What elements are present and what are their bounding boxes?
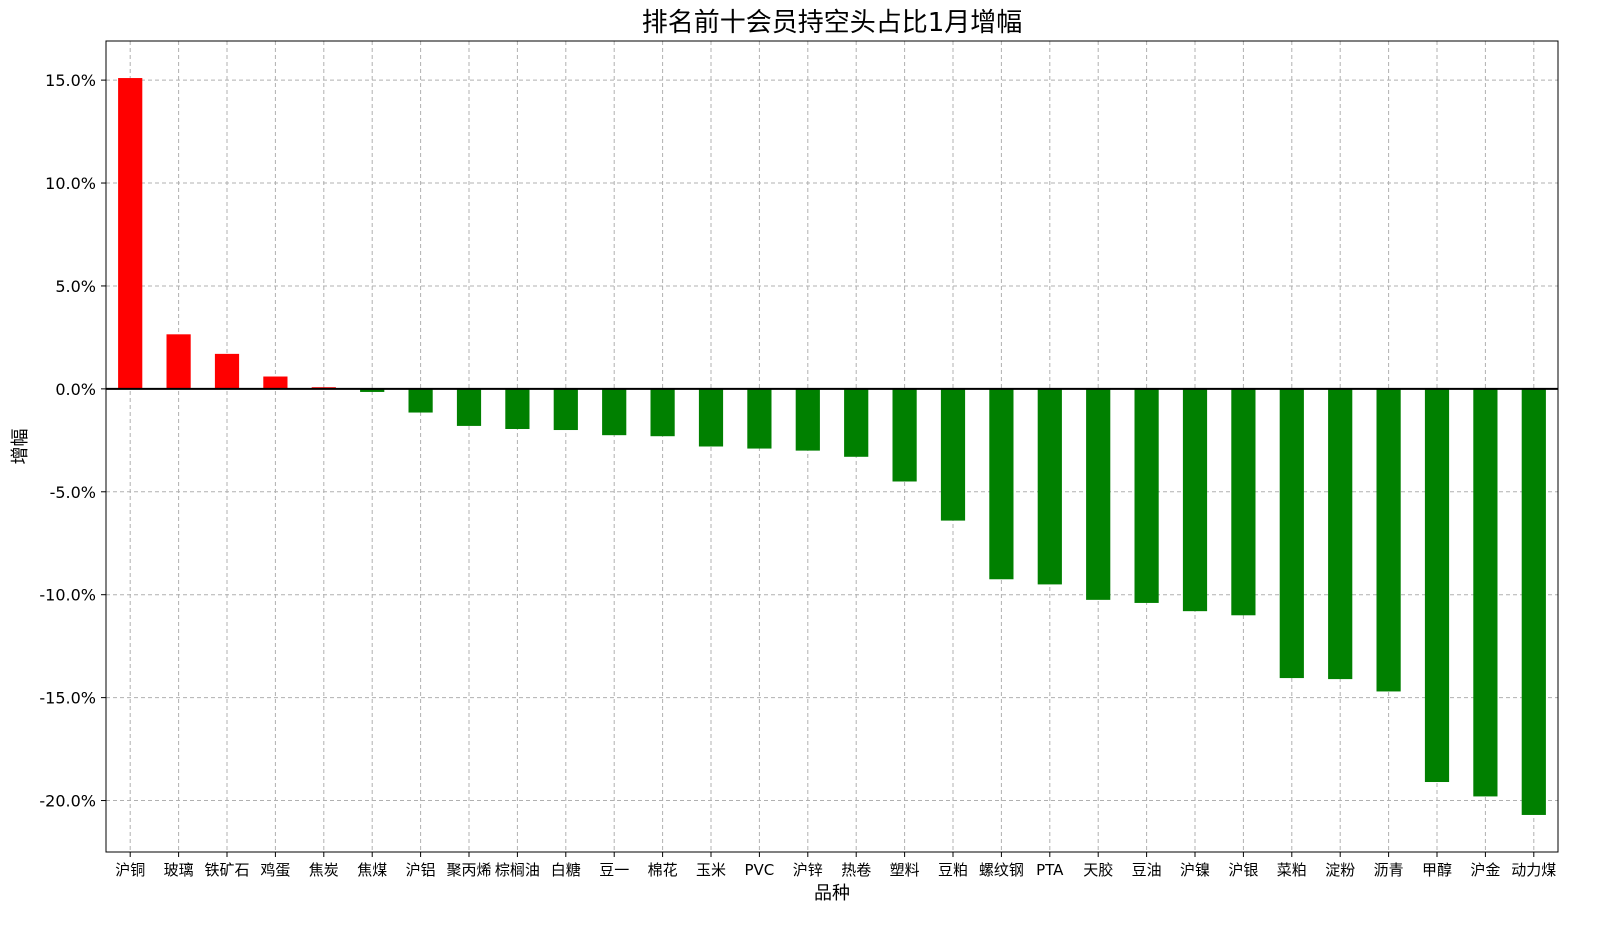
y-axis-label: 增幅 (10, 429, 31, 465)
x-tick-label: 沪锌 (793, 861, 823, 879)
x-tick-label: 玻璃 (164, 861, 194, 879)
bar-热卷 (844, 388, 869, 457)
bar-玉米 (698, 388, 724, 447)
bar-PTA (1037, 388, 1062, 585)
y-tick-label: 15.0% (45, 71, 96, 90)
x-tick-label: 淀粉 (1325, 861, 1355, 879)
x-tick-label: 焦煤 (357, 861, 387, 879)
bar-沥青 (1376, 388, 1401, 692)
x-tick-label: 沪金 (1470, 861, 1500, 879)
bar-豆粕 (940, 388, 966, 521)
x-tick-label: 热卷 (841, 861, 871, 879)
x-tick-label: 棉花 (648, 861, 678, 879)
bar-菜粕 (1279, 388, 1304, 679)
x-tick-label: 沪银 (1228, 861, 1258, 879)
x-tick-label: 玉米 (696, 861, 726, 879)
x-tick-label: PVC (745, 861, 775, 879)
x-tick-label: 动力煤 (1511, 861, 1556, 879)
x-tick-label: 棕榈油 (495, 861, 540, 879)
bar-聚丙烯 (456, 388, 482, 426)
bar-白糖 (553, 388, 578, 431)
x-tick-label: 沪铝 (406, 861, 436, 879)
chart-title: 排名前十会员持空头占比1月增幅 (642, 8, 1023, 38)
x-tick-label: 沥青 (1374, 861, 1404, 879)
axis-ticks: 15.0% 10.0% 5.0% 0.0% -5.0% -10.0% -15.0% -20.0… (39, 71, 1556, 879)
bars (118, 78, 1546, 815)
bar-棉花 (650, 388, 675, 437)
bar-沪银 (1231, 388, 1256, 616)
x-tick-label: 鸡蛋 (260, 861, 290, 879)
bar-沪铝 (408, 388, 433, 413)
bar-沪镍 (1182, 388, 1208, 612)
x-tick-label: 豆粕 (938, 861, 968, 879)
bar-甲醇 (1424, 388, 1450, 783)
x-tick-label: 甲醇 (1422, 861, 1452, 879)
x-tick-label: 螺纹钢 (979, 861, 1024, 879)
bar-玻璃 (166, 334, 191, 389)
bar-PVC (747, 388, 772, 449)
x-tick-label: 菜粕 (1277, 861, 1307, 879)
bar-沪金 (1473, 388, 1498, 797)
bar-沪铜 (118, 78, 143, 389)
y-tick-label: -5.0% (50, 483, 96, 502)
y-tick-label: 0.0% (55, 380, 96, 399)
y-tick-label: -20.0% (39, 792, 96, 811)
bar-焦煤 (360, 388, 385, 392)
x-tick-label: 天胶 (1083, 861, 1113, 879)
bar-铁矿石 (214, 353, 240, 389)
y-tick-label: -10.0% (39, 586, 96, 605)
y-tick-label: 10.0% (45, 174, 96, 193)
bar-鸡蛋 (263, 376, 288, 389)
bar-塑料 (892, 388, 917, 482)
x-axis-label: 品种 (814, 883, 850, 904)
plot-frame (105, 40, 1559, 853)
bar-动力煤 (1521, 388, 1546, 815)
x-tick-label: 塑料 (890, 861, 920, 879)
x-tick-label: 沪镍 (1180, 861, 1210, 879)
bar-天胶 (1086, 388, 1111, 600)
bar-沪锌 (795, 388, 820, 451)
x-tick-label: 豆油 (1132, 861, 1162, 879)
y-tick-label: 5.0% (55, 277, 96, 296)
x-tick-label: 沪铜 (115, 861, 145, 879)
x-tick-label: 豆一 (599, 861, 629, 879)
bar-淀粉 (1328, 388, 1353, 680)
x-tick-label: 白糖 (551, 861, 581, 879)
x-tick-label: 焦炭 (309, 861, 339, 879)
y-tick-label: -15.0% (39, 689, 96, 708)
bar-棕榈油 (505, 388, 530, 430)
x-tick-label: 铁矿石 (204, 861, 249, 879)
x-tick-label: 聚丙烯 (446, 861, 491, 879)
bar-螺纹钢 (989, 388, 1014, 580)
x-tick-label: PTA (1036, 861, 1064, 879)
bar-豆一 (602, 388, 627, 436)
bar-豆油 (1134, 388, 1159, 603)
